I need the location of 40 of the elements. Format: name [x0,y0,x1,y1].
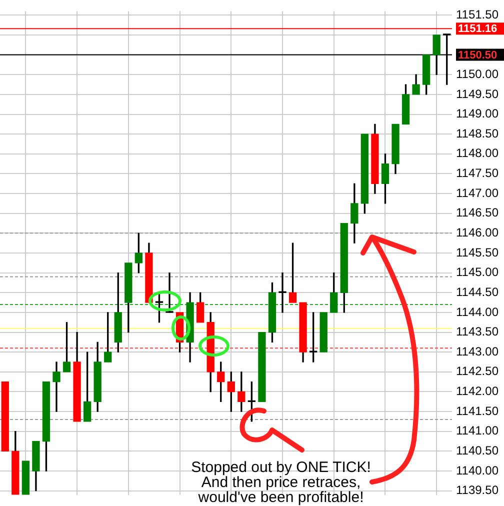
y-tick-label: 1146.50 [456,206,499,220]
y-tick-label: 1140.00 [456,463,499,478]
y-tick-label: 1143.50 [456,324,499,339]
candlestick [52,362,60,412]
y-tick-label: 1141.50 [456,404,499,418]
y-tick-label: 1145.00 [456,265,499,280]
candlestick [145,242,153,303]
y-tick-label: 1147.50 [456,166,499,180]
y-tick-label: 1146.00 [456,225,499,240]
y-tick-label: 1139.50 [456,483,499,498]
annotation: Stopped out by ONE TICK! And then price retraces, would've been profitable! [191,459,371,506]
y-tick-label: 1148.00 [456,146,499,160]
candlestick [32,440,40,492]
candlestick [104,312,112,362]
y-tick-label: 1150.00 [456,66,499,81]
y-tick-label: 1147.00 [456,186,499,200]
candlestick [1,382,9,452]
candlestick [73,332,81,422]
y-tick-label: 1142.50 [456,364,499,378]
y-tick-label: 1151.50 [456,7,499,22]
candlestick [22,460,30,495]
y-tick-label: 1149.50 [456,86,499,101]
candlestick [371,124,379,194]
candlestick [299,302,307,362]
y-tick-label: 1140.50 [456,444,499,458]
y-tick-label: 1143.00 [456,344,499,358]
y-tick-label: 1148.50 [456,126,499,140]
candlestick [278,272,286,313]
y-tick-label: 1141.00 [456,424,499,438]
y-tick-label: 1144.50 [456,284,499,299]
candlestick [258,332,266,402]
candlestick [412,74,420,95]
candlestick [320,312,328,352]
ref-line-label: 1150.50 [458,49,498,62]
y-tick-label: 1142.00 [456,384,499,398]
candlestick [392,124,400,174]
ref-line-label: 1151.16 [458,23,498,36]
y-tick-label: 1149.00 [456,106,499,121]
y-tick-label: 1145.50 [456,245,499,260]
y-tick-label: 1144.00 [456,304,499,319]
